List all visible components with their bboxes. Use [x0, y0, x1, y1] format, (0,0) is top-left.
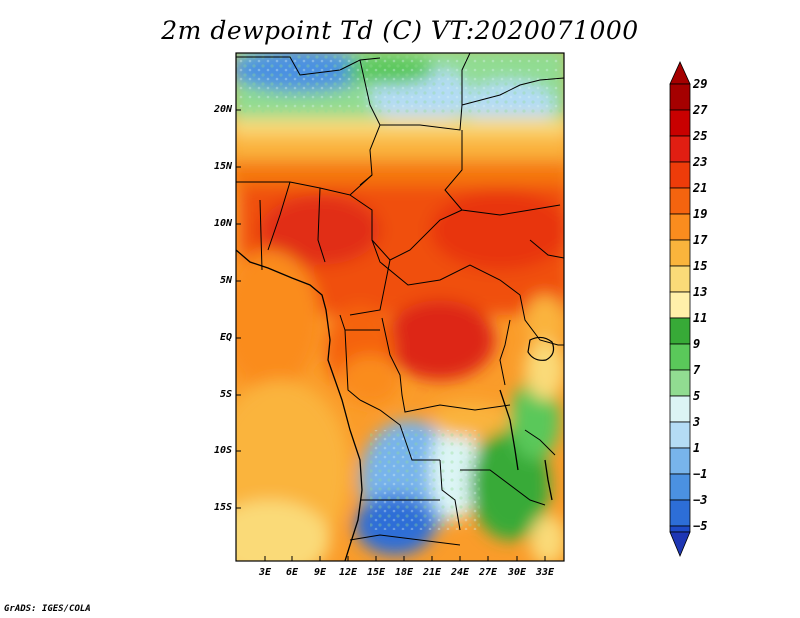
- lake-victoria: [527, 336, 555, 361]
- colorbar-swatch: [669, 109, 691, 137]
- colorbar-swatch: [669, 239, 691, 267]
- lon-label: 3E: [258, 567, 272, 578]
- colorbar-swatch: [669, 395, 691, 423]
- lat-label: EQ: [219, 332, 232, 343]
- colorbar-max-arrow: [669, 61, 691, 85]
- dewpoint-field: [236, 53, 564, 561]
- lat-ticks: [236, 109, 241, 509]
- colorbar-label: 11: [693, 311, 708, 325]
- colorbar-swatch: [669, 499, 691, 527]
- colorbar-swatch: [669, 343, 691, 371]
- colorbar-swatch: [669, 291, 691, 319]
- lon-label: 18E: [394, 567, 414, 578]
- colorbar-swatch: [669, 317, 691, 345]
- colorbar-label: 5: [693, 389, 701, 403]
- colorbar-label: −3: [693, 493, 708, 507]
- colorbar-swatch: [669, 265, 691, 293]
- lon-label: 15E: [366, 567, 386, 578]
- colorbar-label: 1: [693, 441, 701, 455]
- colorbar-swatch: [669, 161, 691, 189]
- colorbar-swatch: [669, 421, 691, 449]
- colorbar-swatch: [669, 187, 691, 215]
- lon-label: 24E: [450, 567, 470, 578]
- lon-label: 21E: [422, 567, 442, 578]
- lon-label: 30E: [507, 567, 527, 578]
- lat-label: 20N: [213, 104, 232, 115]
- colorbar-min-arrow: [669, 531, 691, 558]
- lat-label: 15N: [213, 161, 232, 172]
- lon-ticks: [264, 556, 546, 561]
- colorbar-label: −5: [693, 519, 708, 533]
- lake-malawi: [544, 459, 553, 501]
- lat-label: 5N: [219, 275, 232, 286]
- colorbar-label: 21: [693, 181, 708, 195]
- colorbar-label: 29: [693, 77, 708, 91]
- credit-text: GrADS: IGES/COLA: [4, 604, 91, 614]
- colorbar-label: 27: [693, 103, 708, 117]
- plot-frame: [235, 52, 565, 562]
- lat-label: 10S: [213, 445, 232, 456]
- colorbar-label: 25: [693, 129, 708, 143]
- lon-label: 33E: [535, 567, 555, 578]
- colorbar-label: 19: [693, 207, 708, 221]
- colorbar-swatch: [669, 525, 691, 533]
- colorbar: [669, 61, 691, 558]
- lat-label: 10N: [213, 218, 232, 229]
- colorbar-label: 13: [693, 285, 708, 299]
- lon-label: 6E: [285, 567, 299, 578]
- coastline: [236, 249, 363, 561]
- lon-label: 9E: [313, 567, 327, 578]
- country-borders: [236, 53, 564, 546]
- colorbar-label: 17: [693, 233, 708, 247]
- colorbar-swatch: [669, 473, 691, 501]
- colorbar-label: 23: [693, 155, 708, 169]
- lon-label: 27E: [478, 567, 498, 578]
- colorbar-swatch: [669, 83, 691, 111]
- lake-tanganyika: [499, 389, 519, 471]
- colorbar-label: 3: [693, 415, 701, 429]
- colorbar-swatch: [669, 447, 691, 475]
- colorbar-label: 15: [693, 259, 708, 273]
- colorbar-swatch: [669, 369, 691, 397]
- lon-label: 12E: [338, 567, 358, 578]
- colorbar-swatch: [669, 213, 691, 241]
- colorbar-label: 7: [693, 363, 701, 377]
- colorbar-swatch: [669, 135, 691, 163]
- lat-label: 5S: [219, 389, 232, 400]
- lat-label: 15S: [213, 502, 232, 513]
- chart-title: 2m dewpoint Td (C) VT:2020071000: [161, 16, 639, 45]
- colorbar-label: −1: [693, 467, 708, 481]
- colorbar-label: 9: [693, 337, 701, 351]
